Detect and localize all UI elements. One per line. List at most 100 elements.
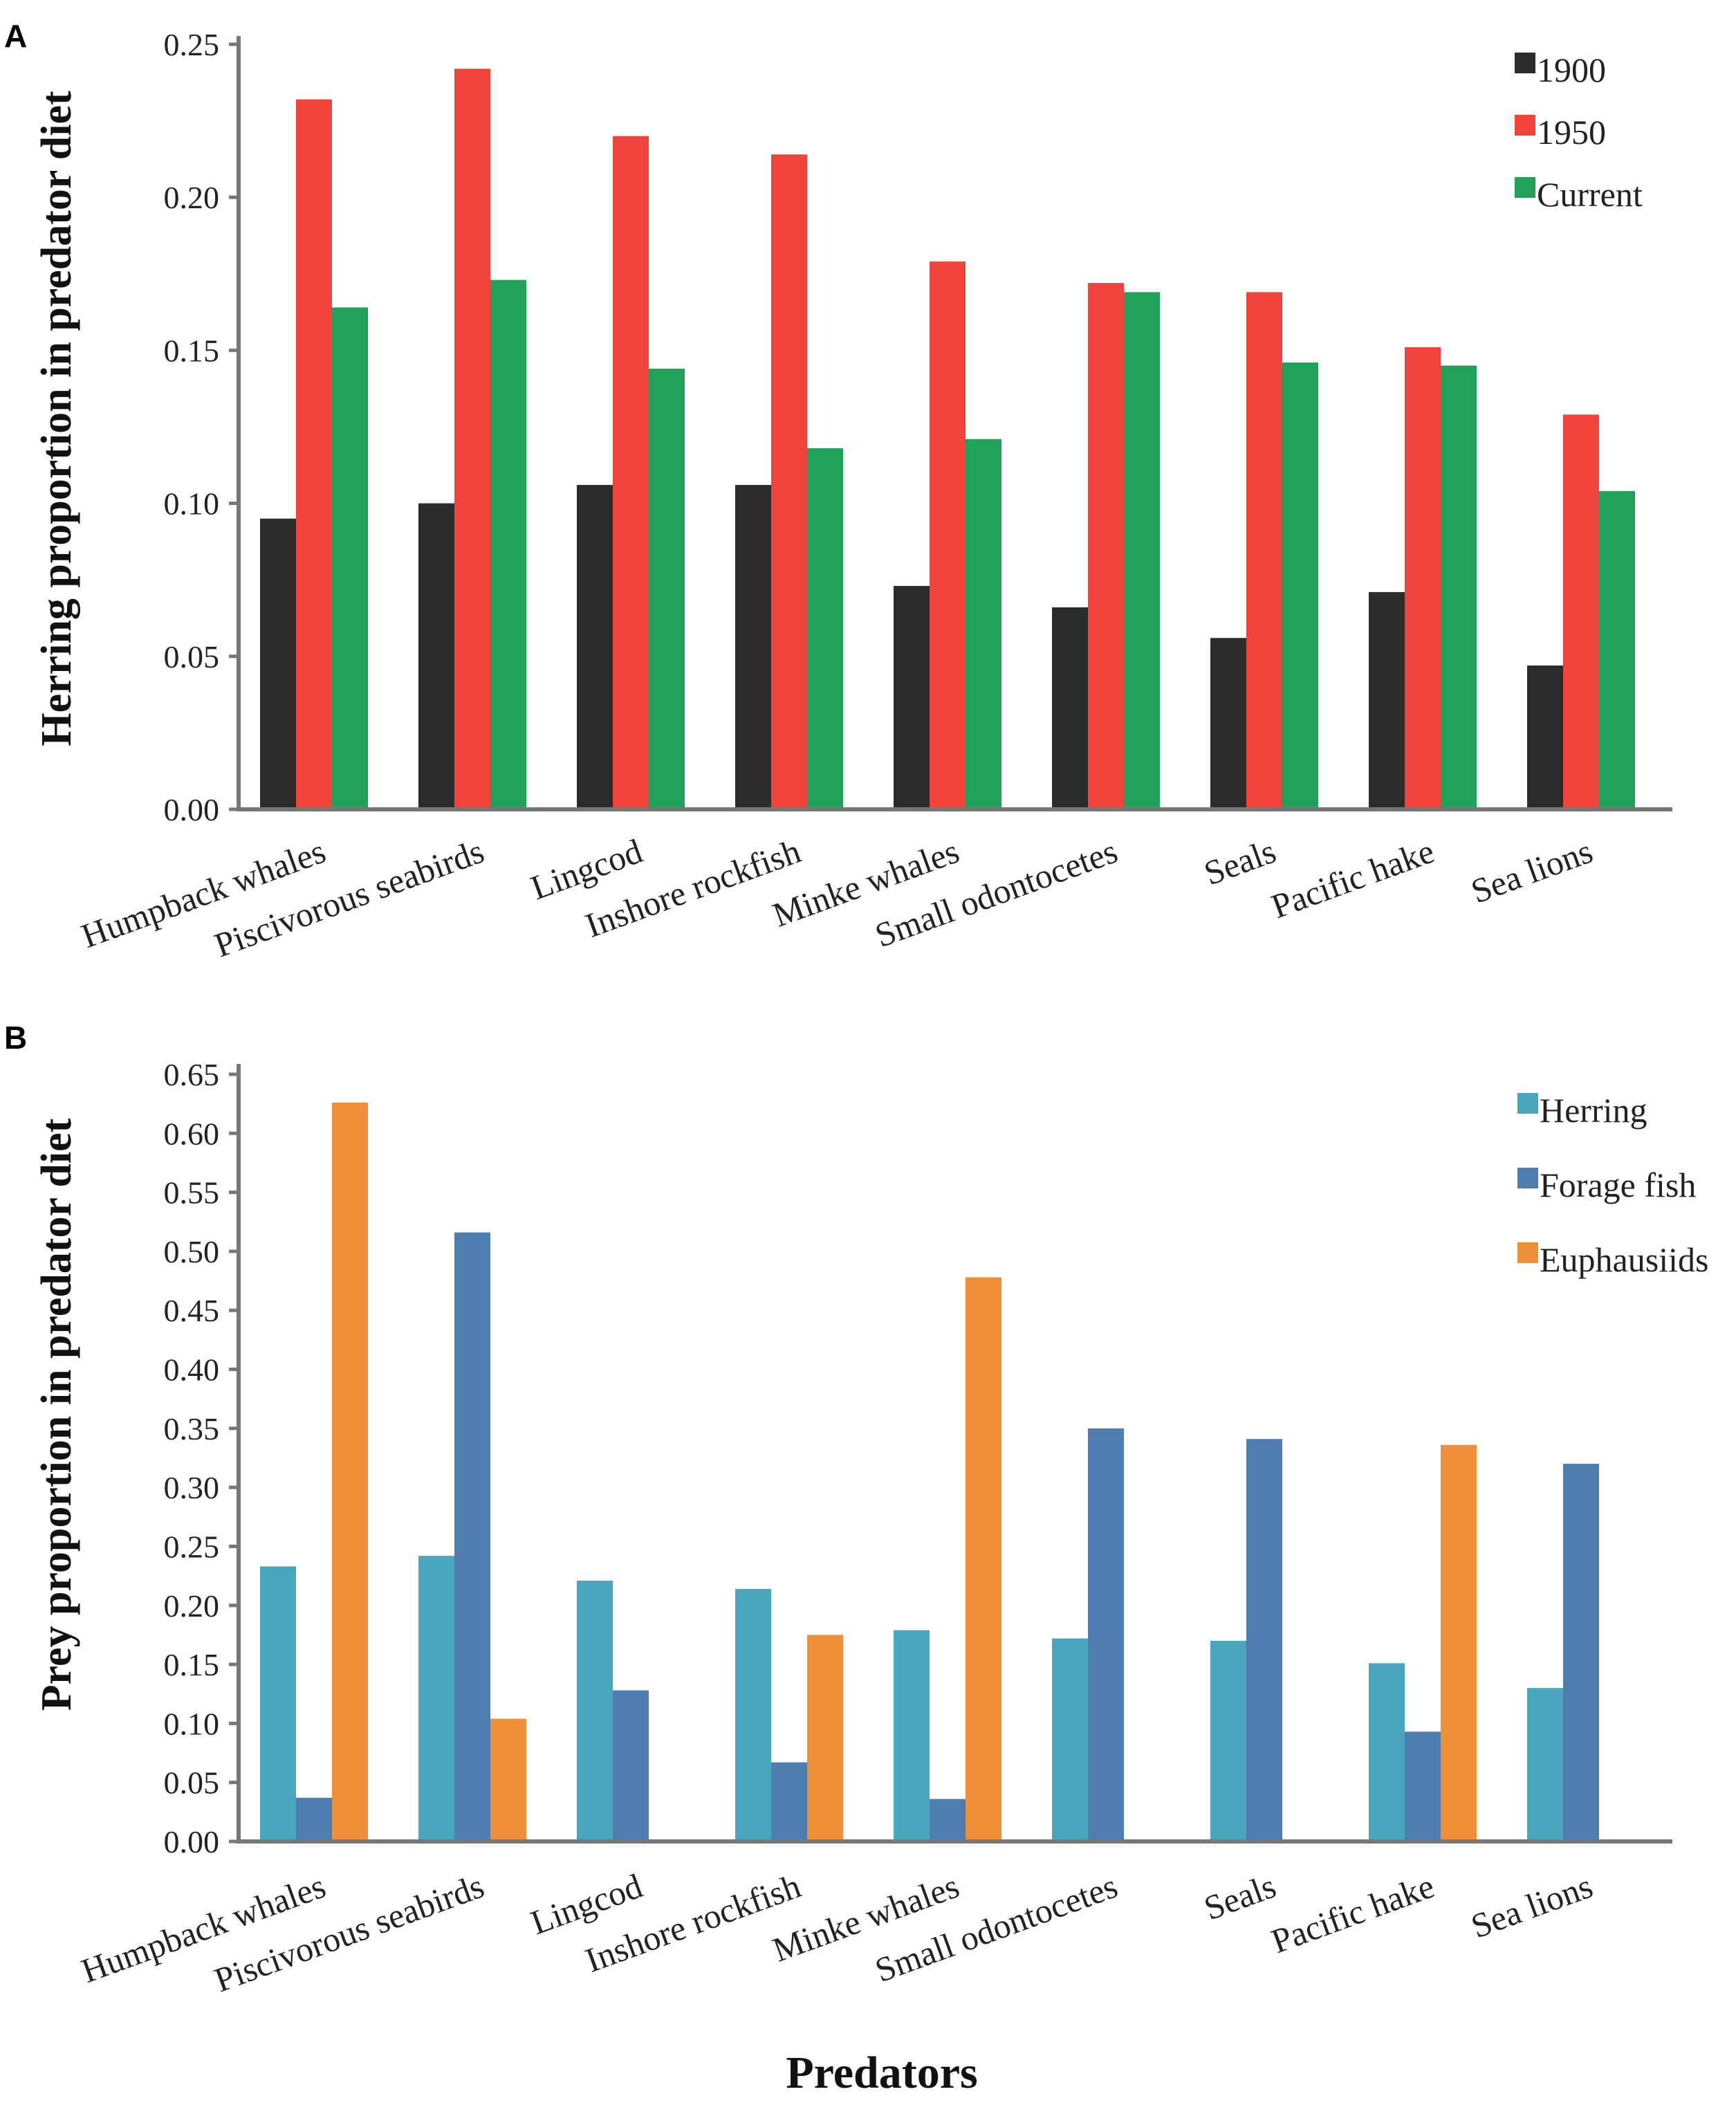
panel-a-legend-label: Current [1537,175,1643,214]
panel-a-y-tick-label: 0.25 [164,27,220,62]
panel-a-bar-1900 [1210,638,1246,809]
panel-a-bar-current [1124,292,1160,809]
panel-b-bar-forage-fish [1246,1439,1282,1841]
panel-b-y-tick-label: 0.20 [164,1588,220,1624]
panel-a-bar-1950 [1246,292,1282,809]
panel-a-category-label: Pacific hake [1266,831,1439,926]
panel-a-bar-current [966,439,1001,809]
panel-b-legend-label: Euphausiids [1540,1240,1708,1279]
panel-b-legend-label: Herring [1540,1091,1647,1130]
panel-a-bar-current [1599,490,1635,809]
panel-a-bar-current [807,448,843,809]
panel-b-bar-herring [1052,1638,1088,1841]
panel-b-category-label: Pacific hake [1266,1866,1439,1961]
panel-b-bar-forage-fish [930,1799,966,1841]
panel-b-bar-herring [577,1580,613,1841]
panel-b-y-tick-label: 0.40 [164,1352,220,1388]
panel-b-y-tick-label: 0.55 [164,1175,220,1211]
panel-b-x-axis-label: Predators [786,2048,977,2098]
panel-b-legend-swatch [1517,1093,1538,1114]
panel-a-legend-swatch [1515,115,1535,136]
panel-a-bar-1950 [296,99,332,810]
panel-a-bar-1950 [1088,283,1124,809]
panel-a-bar-1950 [454,68,490,810]
panel-b-category-label: Piscivorous seabirds [210,1866,489,2000]
panel-b-y-tick-label: 0.65 [164,1057,220,1092]
panel-a-legend: 1900 1950 Current [1515,50,1643,214]
panel-a-category-label: Piscivorous seabirds [210,831,489,965]
panel-a-y-tick-label: 0.00 [164,792,220,827]
panel-a-category-label: Seals [1199,831,1280,893]
panel-a-bar-1900 [1369,591,1405,809]
panel-b-y-tick-label: 0.10 [164,1706,220,1741]
panel-a-chart: A Herring proportion in predator diet 0.… [4,18,1672,964]
panel-b-bar-euphausiids [1441,1444,1477,1841]
panel-b-y-tick-label: 0.30 [164,1470,220,1505]
panel-a-y-tick-label: 0.10 [164,486,220,522]
panel-b-bar-forage-fish [1088,1428,1124,1841]
panel-a-bar-current [1282,362,1318,809]
panel-b-y-tick-label: 0.05 [164,1765,220,1801]
panel-b-bar-forage-fish [296,1797,332,1841]
panel-b-y-tick-label: 0.25 [164,1529,220,1564]
panel-a-y-ticks: 0.00 0.05 0.10 0.15 0.20 0.25 [164,27,239,827]
panel-b-bar-forage-fish [454,1232,490,1841]
panel-a-category-label: Sea lions [1466,831,1598,911]
panel-b-bar-forage-fish [1563,1464,1599,1841]
panel-b-bar-forage-fish [1405,1731,1441,1841]
panel-a-y-tick-label: 0.20 [164,180,220,215]
panel-a-bar-current [490,279,526,809]
panel-b-y-tick-label: 0.00 [164,1824,220,1859]
panel-a-y-axis-label: Herring proportion in predator diet [33,91,80,746]
panel-b-bar-herring [418,1556,454,1841]
panel-a-bars [260,68,1635,810]
panel-b-bar-euphausiids [490,1718,526,1841]
panel-b-category-label: Seals [1199,1866,1280,1928]
panel-a-legend-swatch [1515,177,1535,198]
panel-b-axes [237,1064,1672,1844]
panel-a-y-tick-label: 0.15 [164,333,220,368]
panel-b-category-label: Sea lions [1466,1866,1598,1946]
panel-b-bar-herring [1527,1688,1563,1841]
panel-b-bar-herring [735,1588,771,1841]
panel-a-bar-1950 [1405,347,1441,809]
panel-b-y-tick-label: 0.60 [164,1116,220,1151]
panel-b-letter: B [4,1020,27,1056]
panel-b-y-tick-label: 0.50 [164,1234,220,1269]
panel-b-legend-swatch [1517,1242,1538,1263]
panel-b-bars [260,1102,1599,1841]
panel-a-bar-1900 [894,586,930,809]
panel-a-legend-label: 1950 [1537,113,1606,151]
panel-a-bar-1950 [613,136,649,810]
panel-a-bar-1900 [260,518,296,809]
panel-b-bar-forage-fish [613,1690,649,1841]
panel-a-bar-1950 [930,261,966,809]
panel-b-bar-herring [894,1630,930,1841]
panel-a-bar-1900 [735,485,771,809]
panel-a-letter: A [4,18,27,54]
panel-b-y-tick-label: 0.15 [164,1647,220,1682]
panel-b-bar-herring [1369,1663,1405,1841]
panel-a-bar-current [1441,365,1477,809]
panel-b-bar-euphausiids [807,1635,843,1841]
panel-a-bar-1900 [1527,665,1563,809]
panel-b-y-axis-label: Prey proportion in predator diet [33,1118,80,1711]
panel-b-legend: Herring Forage fish Euphausiids [1517,1091,1708,1279]
panel-a-y-tick-label: 0.05 [164,639,220,674]
panel-b-bar-forage-fish [771,1762,807,1841]
panel-a-bar-1900 [577,485,613,809]
panel-a-bar-1900 [418,503,454,809]
panel-b-chart: B Prey proportion in predator diet 0.00 0… [4,1020,1708,2098]
panel-b-legend-label: Forage fish [1540,1166,1696,1204]
panel-b-bar-euphausiids [966,1277,1001,1841]
panel-b-bar-herring [260,1566,296,1841]
panel-b-y-ticks: 0.00 0.05 0.10 0.15 0.20 0.25 0.30 0.35 0.40 0.45… [164,1057,239,1859]
panel-b-legend-swatch [1517,1168,1538,1188]
panel-b-bar-euphausiids [332,1102,368,1841]
panel-a-bar-current [332,307,368,809]
panel-a-bar-1950 [1563,414,1599,809]
panel-b-bar-herring [1210,1640,1246,1841]
